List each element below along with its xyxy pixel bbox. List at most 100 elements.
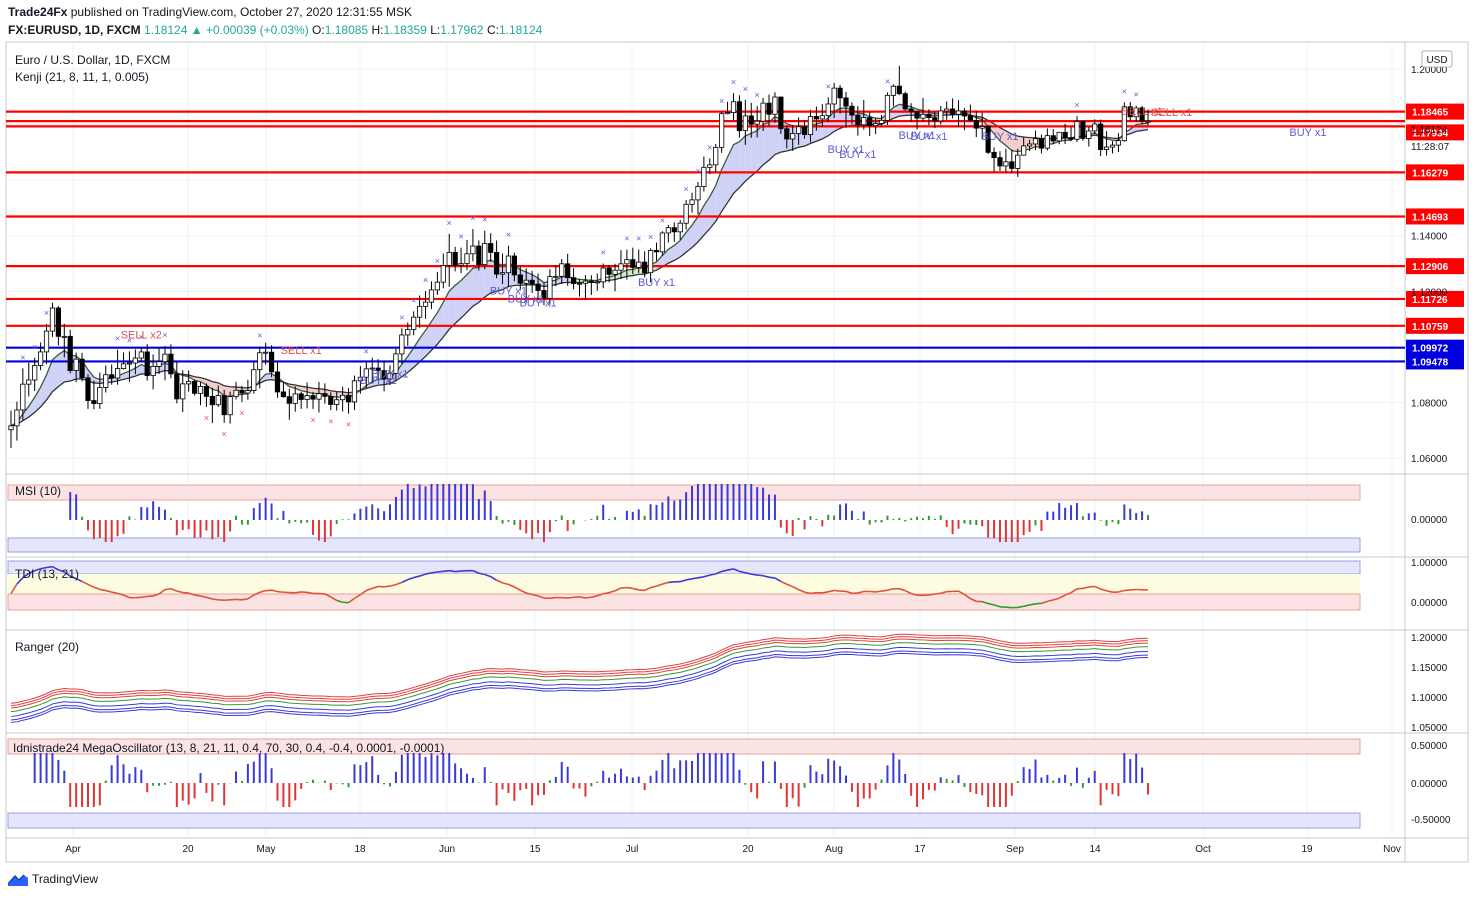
tdi-segment — [271, 589, 278, 593]
candle-body — [49, 307, 56, 332]
signal-label: BUY x1 — [360, 375, 397, 387]
candle-body — [565, 263, 571, 279]
tdi-segment — [1094, 585, 1101, 590]
price-change: 1.18124 ▲ +0.00039 (+0.03%) — [144, 23, 309, 37]
candle-body — [1103, 146, 1110, 150]
tdi-segment — [277, 590, 284, 594]
candles — [8, 65, 1151, 448]
candle-body — [32, 365, 38, 381]
tdi-segment — [478, 572, 485, 576]
price-level-tag — [1406, 103, 1464, 120]
candle-body — [180, 383, 186, 400]
tdi-segment — [58, 569, 65, 573]
currency-badge[interactable] — [1421, 50, 1453, 68]
buy-marker: × — [695, 166, 700, 176]
cloud-segment — [384, 377, 391, 385]
ranger-axis-115: 1.15000 — [1411, 663, 1448, 674]
price-axis-tick: 1.12000 — [1411, 287, 1448, 298]
date-axis-tick: Sep — [1006, 844, 1024, 855]
candle-body — [926, 113, 932, 118]
tdi-segment — [567, 596, 574, 599]
candle-body — [351, 380, 358, 403]
candle-body — [636, 261, 642, 268]
cloud-segment — [34, 387, 41, 413]
symbol-info-line: FX:EURUSD, 1D, FXCM 1.18124 ▲ +0.00039 (… — [8, 23, 542, 37]
tdi-segment — [75, 577, 83, 583]
candle-body — [878, 119, 885, 124]
symbol-line: FX:EURUSD, 1D, FXCM — [8, 23, 141, 37]
candle-body — [1074, 121, 1080, 140]
tdi-segment — [241, 598, 249, 601]
buy-marker: × — [447, 218, 452, 228]
buy-marker: × — [601, 248, 606, 258]
high-value: 1.18359 — [383, 23, 427, 37]
tdi-segment — [413, 575, 420, 579]
tdi-segment — [632, 587, 639, 591]
msi-title: MSI (10) — [15, 484, 61, 498]
candle-body — [955, 110, 962, 115]
price-levels[interactable]: 1.18465 1.17934 1.16279 1.14693 1.12906 1.117… — [6, 103, 1464, 370]
tdi-title: TDI (13, 21) — [15, 567, 79, 581]
mega-axis-neg050: -0.50000 — [1411, 815, 1451, 826]
tdi-segment — [887, 587, 894, 591]
date-axis[interactable]: Apr 20 May 18 Jun 15 Jul 20 Aug 17 Sep 14 Oct 19 Nov — [65, 844, 1401, 855]
candle-body — [630, 259, 636, 268]
tdi-segment — [591, 595, 598, 599]
date-axis-tick: 15 — [529, 844, 541, 855]
cloud-segment — [721, 156, 728, 212]
cloud-segment — [478, 262, 485, 303]
candle-body — [973, 119, 979, 129]
tdi-segment — [656, 583, 663, 587]
candle-body — [239, 389, 245, 394]
candle-body — [1026, 143, 1033, 147]
tdi-segment — [259, 589, 266, 594]
candle-body — [280, 391, 287, 398]
cloud-segment — [999, 127, 1006, 146]
tdi-segment — [650, 585, 657, 589]
candle-body — [1115, 140, 1122, 146]
cloud-segment — [313, 388, 319, 394]
tdi-segment — [963, 593, 971, 600]
price-level-tag — [1406, 317, 1464, 334]
candle-body — [14, 409, 20, 427]
tdi-segment — [1017, 605, 1024, 609]
candle-body — [659, 232, 666, 253]
cloud-segment — [709, 185, 716, 229]
cloud-segment — [632, 267, 639, 276]
candle-body — [221, 395, 227, 416]
price-axis[interactable]: 1.20000 1.14000 1.12000 1.08000 1.06000 — [1411, 65, 1448, 465]
candle-body — [1044, 135, 1050, 149]
candle-body — [263, 351, 269, 354]
chart-frame — [5, 41, 1469, 863]
buy-marker: × — [139, 332, 144, 342]
candle-body — [1003, 161, 1009, 167]
tdi-segment — [697, 576, 705, 579]
tdi-segment — [603, 591, 610, 595]
candle-body — [837, 87, 843, 99]
tdi-segment — [295, 591, 302, 594]
date-axis-tick: Oct — [1195, 844, 1211, 855]
tdi-segment — [1058, 594, 1066, 599]
candle-body — [736, 101, 743, 132]
cloud-segment — [93, 377, 100, 384]
publisher-name[interactable]: Trade24Fx — [8, 5, 68, 19]
tdi-segment — [111, 591, 118, 595]
tdi-segment — [845, 590, 853, 595]
tdi-segment — [792, 585, 799, 591]
candle-body — [452, 252, 458, 266]
date-axis-tick: Apr — [65, 844, 81, 855]
tdi-segment — [437, 570, 444, 573]
price-axis-tick: 1.14000 — [1411, 232, 1448, 243]
candle-body — [209, 395, 215, 406]
tdi-segment — [407, 576, 414, 581]
footer-brand[interactable]: TradingView — [8, 872, 98, 886]
tdi-segment — [526, 592, 533, 596]
candle-body — [683, 203, 689, 224]
candle-body — [440, 265, 446, 283]
candle-body — [813, 116, 819, 120]
signal-markers: × × × × × × × × × × × × × × × × × × × × × × × × × × × × × × × × × × × × × × × ×… — [20, 76, 1139, 439]
tdi-segment — [22, 572, 30, 579]
tdi-segment — [828, 589, 835, 593]
candle-body — [1139, 107, 1145, 122]
